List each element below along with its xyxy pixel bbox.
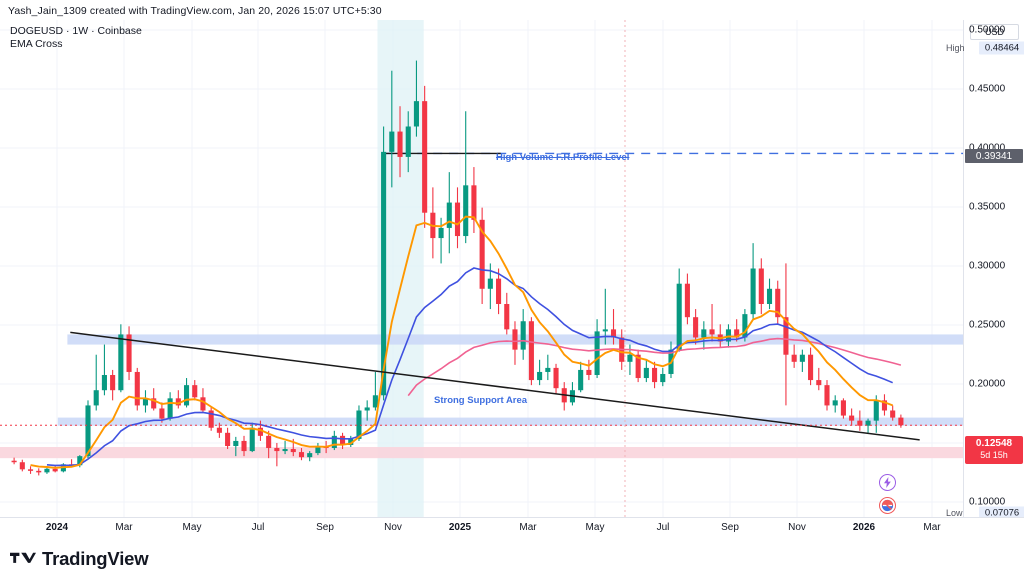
time-tick-label: 2026 xyxy=(852,522,876,533)
price-tick-label: 0.50000 xyxy=(969,24,1006,36)
time-tick-label: Nov xyxy=(384,522,402,533)
time-tick-label: 2024 xyxy=(45,522,69,533)
time-axis[interactable]: 2024 Mar May Jul Sep Nov 2025 Mar May Jul Sep Nov 20… xyxy=(0,517,1024,539)
price-tick-label: 0.25000 xyxy=(969,319,1006,331)
bolt-glyph xyxy=(884,477,891,488)
time-tick-label: Nov xyxy=(788,522,806,533)
tradingview-wordmark: TradingView xyxy=(42,547,149,569)
price-tick-label: 0.10000 xyxy=(969,496,1006,508)
tradingview-logo[interactable]: TradingView xyxy=(10,547,149,570)
time-tick-label: Jul xyxy=(251,522,265,533)
no-entry-icon[interactable] xyxy=(879,497,896,514)
footer-bar: TradingView xyxy=(0,539,1024,578)
level-price-chip[interactable]: 0.39341 xyxy=(965,149,1023,163)
price-axis[interactable]: USD 0.50000 0.45000 0.40000 0.35000 0.30000 0… xyxy=(946,20,1024,567)
period-low-value: 0.07076 xyxy=(979,506,1024,520)
period-low-tag: Low xyxy=(946,508,963,518)
time-tick-label: May xyxy=(585,522,605,533)
last-price-chip[interactable]: 0.12548 5d 15h xyxy=(965,436,1023,464)
lightning-bolt-icon[interactable] xyxy=(879,474,896,491)
time-tick-label: 2025 xyxy=(448,522,472,533)
time-tick-label: Mar xyxy=(519,522,537,533)
time-tick-label: Sep xyxy=(316,522,334,533)
chart-pane[interactable] xyxy=(0,20,963,517)
time-tick-label: Mar xyxy=(923,522,941,533)
price-tick-label: 0.35000 xyxy=(969,201,1006,213)
no-entry-glyph xyxy=(881,499,894,512)
chart-gridlines xyxy=(0,20,963,517)
time-tick-label: May xyxy=(182,522,202,533)
price-axis-unit[interactable]: USD xyxy=(970,24,1019,40)
time-tick-label: Mar xyxy=(115,522,133,533)
price-tick-label: 0.30000 xyxy=(969,260,1006,272)
attribution-text: Yash_Jain_1309 created with TradingView.… xyxy=(8,5,382,17)
bar-countdown: 5d 15h xyxy=(980,449,1008,460)
last-price-value: 0.12548 xyxy=(975,438,1013,449)
period-high-value: 0.48464 xyxy=(979,41,1024,55)
price-tick-label: 0.45000 xyxy=(969,83,1006,95)
time-tick-label: Sep xyxy=(721,522,739,533)
time-tick-label: Jul xyxy=(656,522,670,533)
period-high-tag: High xyxy=(946,43,965,53)
price-tick-label: 0.40000 xyxy=(969,142,1006,154)
chart-plot-area xyxy=(0,20,963,517)
tradingview-mark-icon xyxy=(10,552,36,563)
price-tick-label: 0.20000 xyxy=(969,378,1006,390)
